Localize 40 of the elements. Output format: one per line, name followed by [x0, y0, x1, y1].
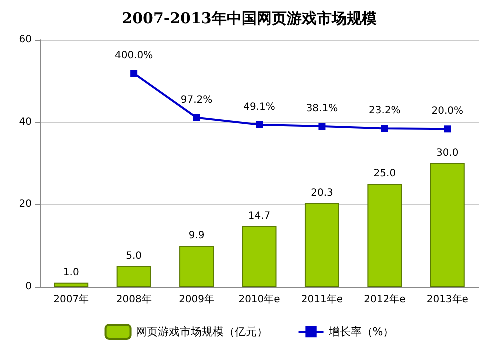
- data-label: 97.2%: [180, 94, 213, 106]
- data-label: 38.1%: [306, 104, 338, 115]
- point: [318, 123, 326, 130]
- data-label: 30.0: [436, 148, 459, 159]
- bar: [242, 226, 277, 287]
- bar: [368, 184, 402, 287]
- data-label: 5.0: [126, 250, 142, 262]
- point: [444, 126, 452, 133]
- point: [130, 70, 138, 78]
- point: [381, 125, 388, 132]
- x-tick-label: 2010年e: [238, 294, 280, 306]
- point: [256, 121, 263, 128]
- data-label: 20.3: [311, 188, 334, 199]
- x-tick-label: 2009年: [179, 294, 215, 306]
- x-tick-label: 2008年: [116, 294, 152, 306]
- data-label: 400.0%: [115, 50, 154, 62]
- chart-title: 2007-2013年中国网页游戏市场规模: [122, 10, 378, 28]
- x-tick-label: 2012年e: [364, 294, 406, 306]
- x-tick-label: 2013年e: [426, 294, 468, 306]
- data-label: 1.0: [63, 267, 80, 278]
- legend-label: 增长率（%）: [328, 326, 394, 338]
- data-label: 25.0: [374, 168, 396, 180]
- data-label: 14.7: [248, 210, 271, 222]
- data-label: 49.1%: [244, 102, 276, 113]
- bar: [54, 282, 89, 287]
- point: [193, 114, 200, 122]
- data-label: 9.9: [188, 230, 205, 242]
- bar: [180, 246, 214, 287]
- data-label: 23.2%: [369, 106, 401, 117]
- y-tick-label: 20: [19, 199, 32, 210]
- data-label: 20.0%: [432, 106, 464, 118]
- y-tick-label: 0: [26, 282, 32, 292]
- y-tick-label: 60: [19, 34, 32, 46]
- legend-label: 网页游戏市场规模（亿元）: [136, 326, 268, 338]
- bar: [116, 266, 152, 287]
- x-tick-label: 2007年: [54, 294, 90, 306]
- bar: [430, 164, 465, 287]
- bar: [304, 203, 340, 287]
- x-tick-label: 2011年e: [301, 294, 344, 306]
- y-tick-label: 40: [19, 116, 32, 128]
